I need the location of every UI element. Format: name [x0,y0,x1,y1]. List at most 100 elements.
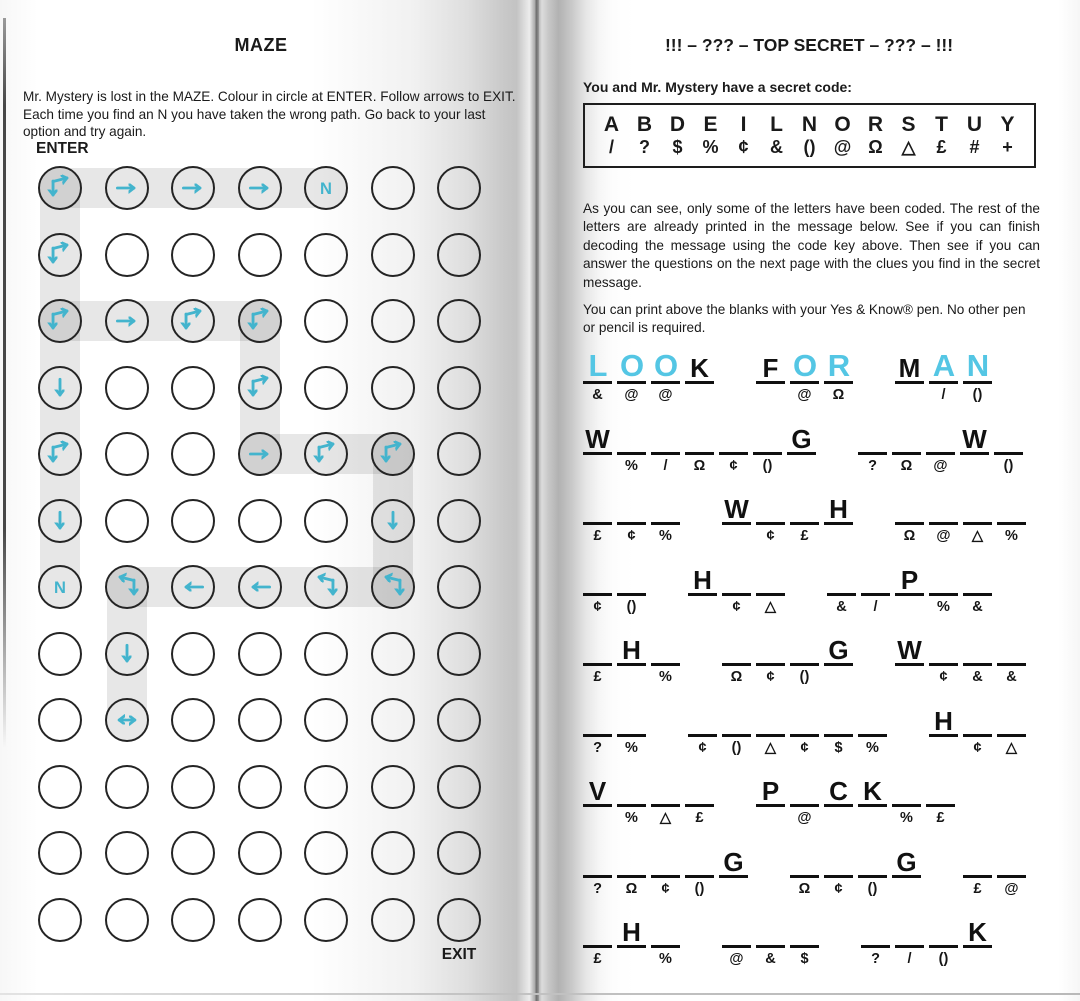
printed-letter-blank[interactable]: P [895,559,924,620]
maze-cell-r4c1[interactable] [38,365,82,410]
empty-blank[interactable]: () [994,418,1023,479]
empty-blank[interactable]: / [651,418,680,479]
printed-letter-blank[interactable]: W [960,418,989,479]
maze-cell-r11c5[interactable] [304,831,348,875]
maze-cell-r9c5[interactable] [304,698,348,742]
empty-blank[interactable]: ¢ [583,559,612,620]
printed-letter-blank[interactable]: G [892,841,921,902]
empty-blank[interactable]: £ [583,911,612,972]
empty-blank[interactable]: ¢ [688,700,717,761]
maze-cell-r5c2[interactable] [104,432,149,476]
printed-letter-blank[interactable]: H [617,629,646,690]
maze-cell-r9c2[interactable] [104,698,149,742]
empty-blank[interactable]: Ω [617,841,646,902]
empty-blank[interactable]: △ [756,559,785,620]
maze-cell-r7c7[interactable] [437,565,481,609]
maze-cell-r12c2[interactable] [104,897,149,942]
maze-cell-r12c6[interactable] [370,897,415,942]
maze-cell-r8c5[interactable] [304,631,348,676]
maze-cell-r1c7[interactable] [437,166,481,210]
maze-cell-r8c4[interactable] [237,631,282,676]
maze-cell-r6c2[interactable] [104,498,149,543]
empty-blank[interactable]: % [858,700,887,761]
maze-cell-r5c7[interactable] [437,432,481,476]
blank-pen-filled[interactable]: A / [929,347,958,408]
empty-blank[interactable]: Ω [892,418,921,479]
maze-cell-r4c2[interactable] [104,365,149,410]
maze-cell-r1c4[interactable] [237,166,282,210]
maze-cell-r1c6[interactable] [370,166,415,210]
empty-blank[interactable]: Ω [790,841,819,902]
blank-pen-filled[interactable]: O @ [790,347,819,408]
maze-cell-r4c7[interactable] [437,365,481,410]
maze-cell-r10c1[interactable] [38,764,82,809]
printed-letter-blank[interactable]: H [617,911,646,972]
empty-blank[interactable]: $ [790,911,819,972]
printed-letter-blank[interactable]: W [895,629,924,690]
empty-blank[interactable]: ¢ [929,629,958,690]
empty-blank[interactable]: @ [790,770,819,831]
empty-blank[interactable]: () [685,841,714,902]
printed-letter-blank[interactable]: K [858,770,887,831]
maze-cell-r5c1[interactable] [38,432,82,476]
maze-cell-r9c4[interactable] [237,698,282,742]
maze-cell-r10c6[interactable] [370,764,415,809]
empty-blank[interactable]: △ [756,700,785,761]
printed-letter-blank[interactable]: W [722,488,751,549]
maze-cell-r12c1[interactable] [38,897,82,942]
maze-cell-r6c7[interactable] [437,498,481,543]
maze-cell-r7c6[interactable] [370,565,415,609]
empty-blank[interactable]: ¢ [756,488,785,549]
maze-cell-r5c5[interactable] [304,432,348,476]
empty-blank[interactable]: & [827,559,856,620]
empty-blank[interactable]: Ω [685,418,714,479]
maze-cell-r5c4[interactable] [237,432,282,476]
empty-blank[interactable]: £ [583,629,612,690]
maze-cell-r3c3[interactable] [171,299,215,343]
maze-cell-r4c6[interactable] [370,365,415,410]
maze-cell-r2c7[interactable] [437,232,481,277]
maze-cell-r10c5[interactable] [304,764,348,809]
maze-cell-r7c2[interactable] [104,565,149,609]
empty-blank[interactable]: £ [963,841,992,902]
maze-cell-r3c2[interactable] [104,299,149,343]
printed-letter-blank[interactable]: K [963,911,992,972]
maze-cell-r12c5[interactable] [304,897,348,942]
printed-letter-blank[interactable]: H [929,700,958,761]
maze-cell-r7c5[interactable] [304,565,348,609]
maze-cell-r5c6[interactable] [370,432,415,476]
empty-blank[interactable]: % [651,911,680,972]
empty-blank[interactable]: ¢ [963,700,992,761]
empty-blank[interactable]: % [929,559,958,620]
maze-cell-r3c6[interactable] [370,299,415,343]
empty-blank[interactable]: ¢ [722,559,751,620]
empty-blank[interactable]: Ω [895,488,924,549]
maze-cell-r8c3[interactable] [171,631,215,676]
maze-cell-r7c3[interactable] [171,565,215,609]
printed-letter-blank[interactable]: W [583,418,612,479]
empty-blank[interactable]: & [963,629,992,690]
maze-cell-r3c4[interactable] [237,299,282,343]
empty-blank[interactable]: @ [926,418,955,479]
empty-blank[interactable]: ¢ [756,629,785,690]
maze-cell-r11c4[interactable] [237,831,282,875]
empty-blank[interactable]: ¢ [617,488,646,549]
empty-blank[interactable]: △ [651,770,680,831]
maze-cell-r6c5[interactable] [304,498,348,543]
maze-cell-r9c3[interactable] [171,698,215,742]
empty-blank[interactable]: % [997,488,1026,549]
empty-blank[interactable]: ? [583,700,612,761]
maze-cell-r10c7[interactable] [437,764,481,809]
maze-cell-r8c2[interactable] [104,631,149,676]
maze-cell-r2c5[interactable] [304,232,348,277]
printed-letter-blank[interactable]: C [824,770,853,831]
maze-cell-r11c1[interactable] [38,831,82,875]
empty-blank[interactable]: ? [583,841,612,902]
empty-blank[interactable]: @ [997,841,1026,902]
printed-letter-blank[interactable]: V [583,770,612,831]
printed-letter-blank[interactable]: P [756,770,785,831]
empty-blank[interactable]: / [895,911,924,972]
empty-blank[interactable]: £ [926,770,955,831]
printed-letter-blank[interactable]: H [824,488,853,549]
empty-blank[interactable]: () [753,418,782,479]
